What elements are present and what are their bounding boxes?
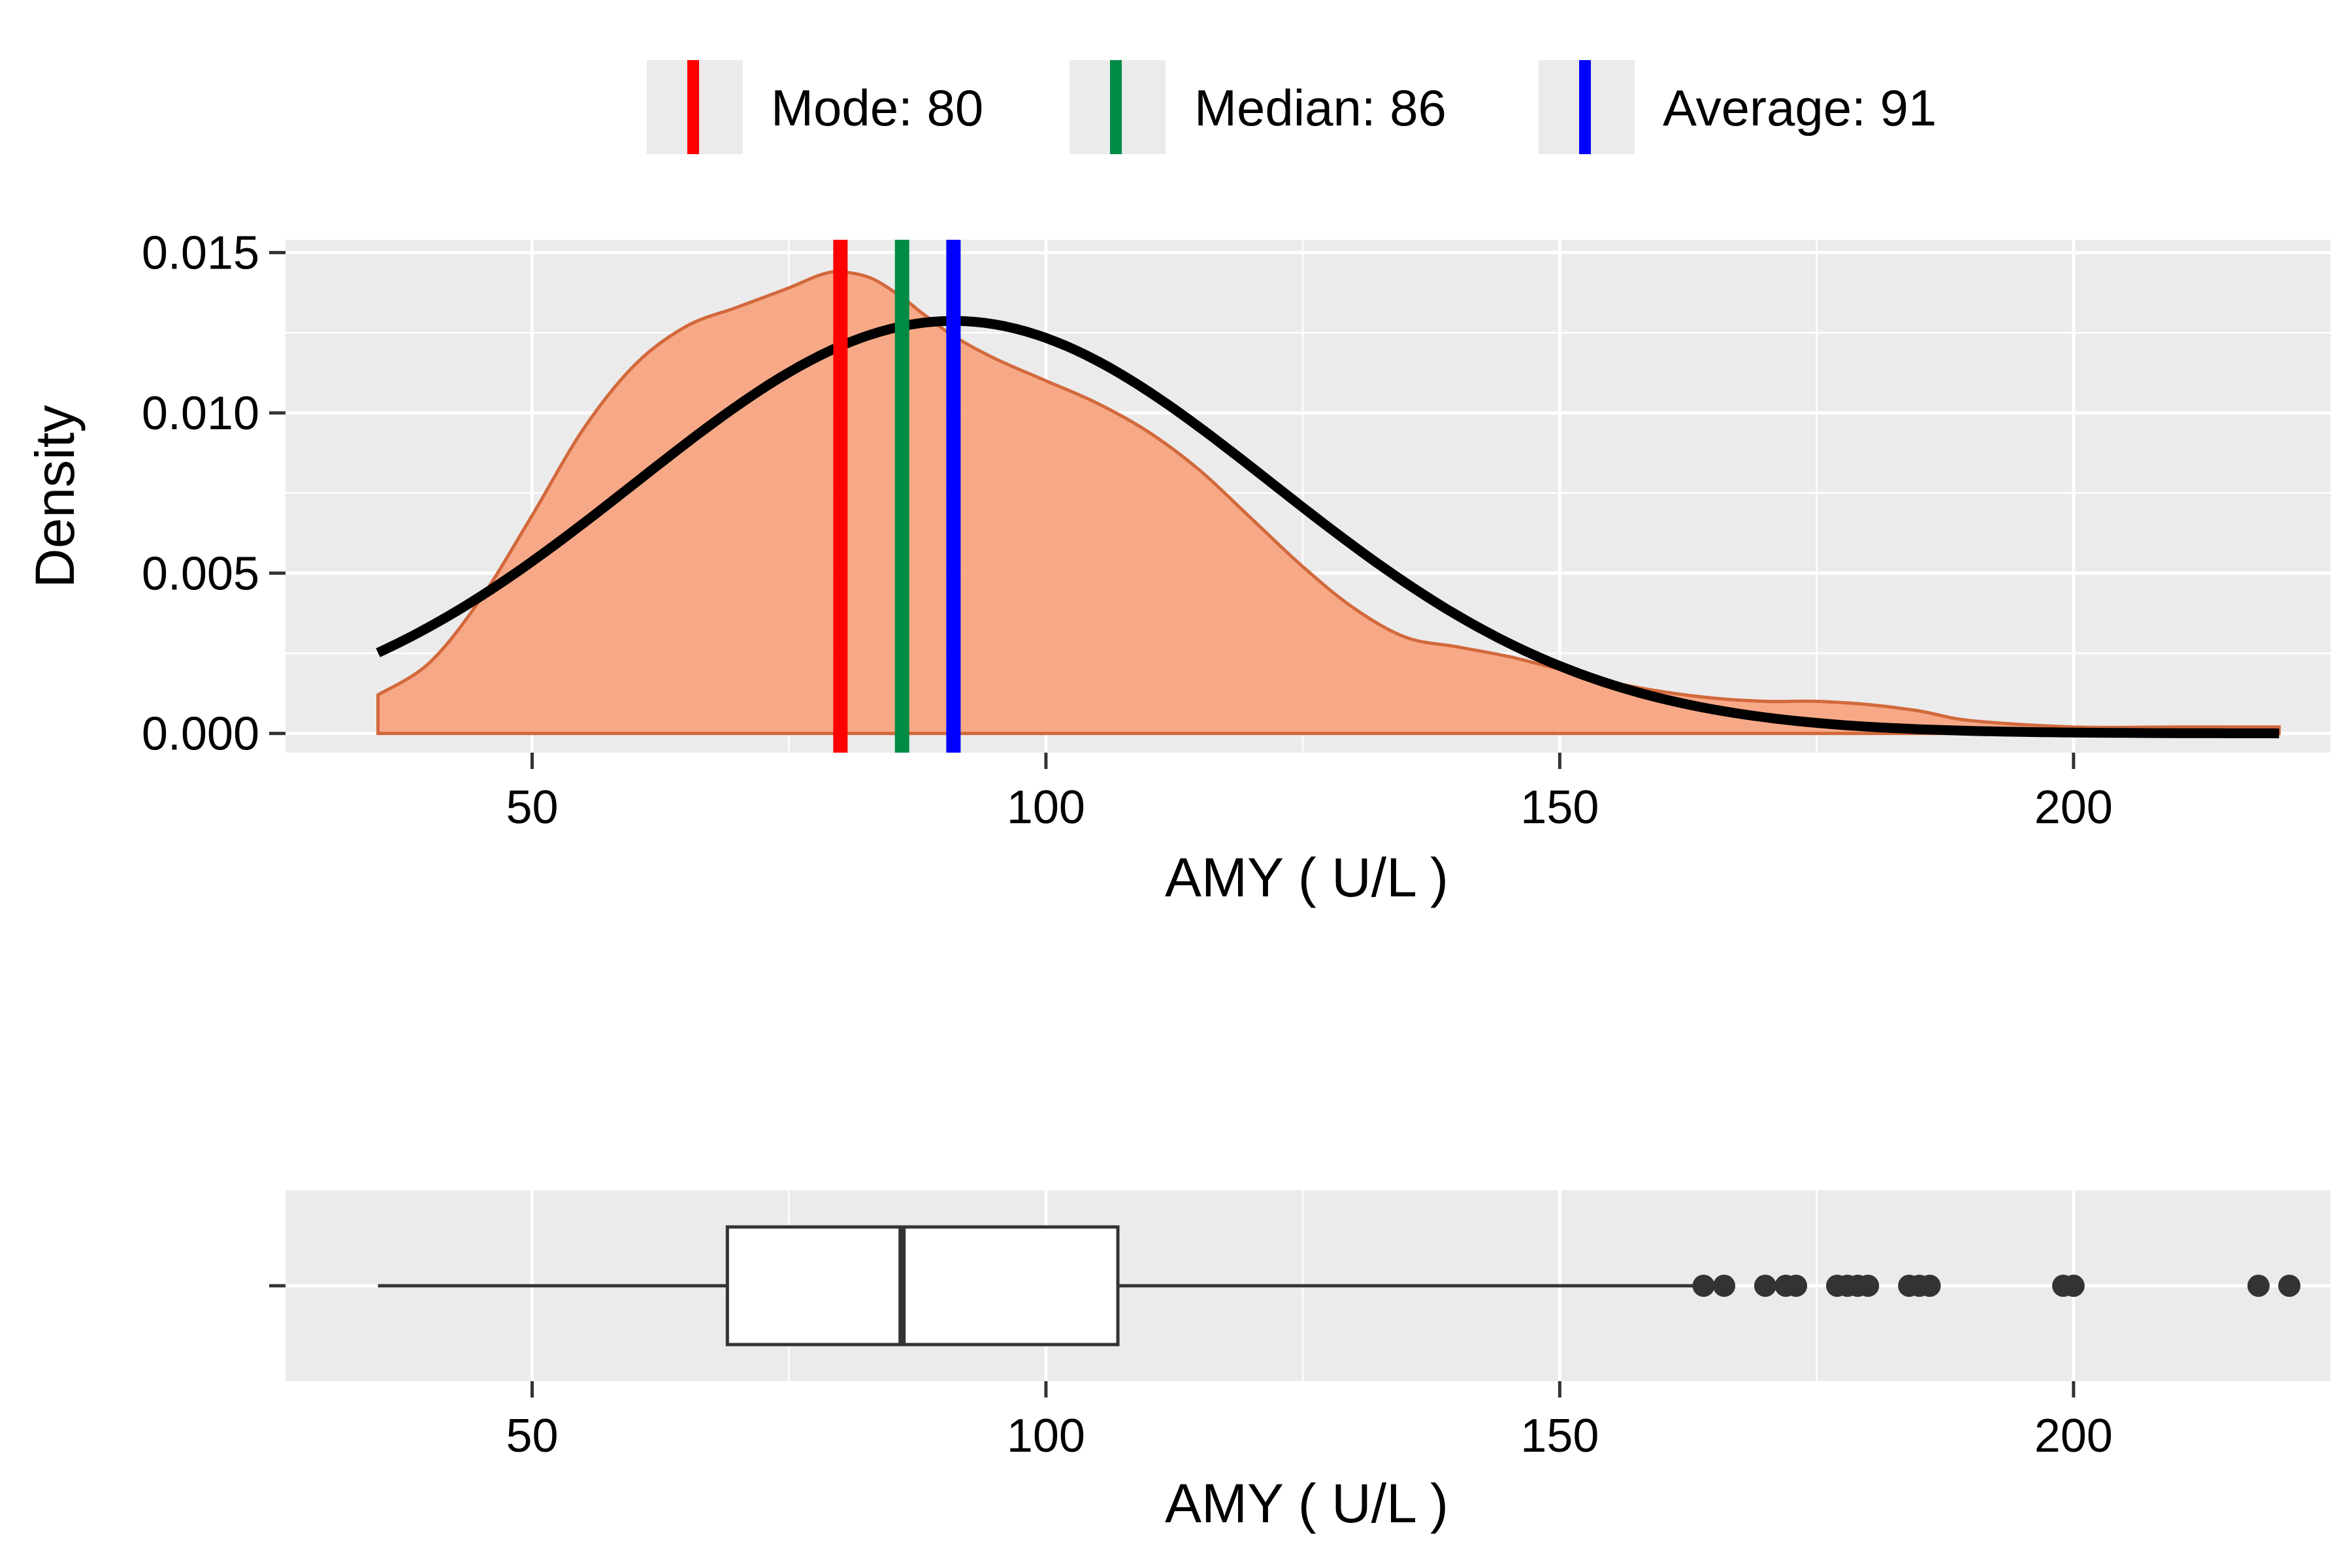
density-x-axis-title: AMY ( U/L ) — [1165, 847, 1448, 908]
legend-item-median: Median: 86 — [1070, 60, 1446, 154]
x-tick-label: 150 — [1520, 781, 1599, 834]
density-area — [376, 270, 2281, 736]
outlier-point — [1754, 1275, 1776, 1297]
density-y-axis-title: Density — [24, 405, 86, 588]
legend-swatch-mode — [687, 60, 699, 154]
boxplot-x-axis-title: AMY ( U/L ) — [1165, 1473, 1448, 1534]
legend-label-mode: Mode: 80 — [771, 79, 983, 137]
outlier-point — [1692, 1275, 1715, 1297]
x-tick-label: 100 — [1007, 781, 1085, 834]
outlier-point — [1713, 1275, 1736, 1297]
interquartile-box — [725, 1225, 1120, 1347]
statistic-lines — [833, 240, 961, 753]
x-tick-label: 200 — [2034, 781, 2113, 834]
legend-item-average: Average: 91 — [1539, 60, 1936, 154]
legend-swatch-median — [1110, 60, 1122, 154]
outlier-point — [1857, 1275, 1880, 1297]
y-tick-label: 0.015 — [142, 227, 259, 280]
density-y-axis: 0.000 0.005 0.010 0.015 — [142, 227, 286, 760]
boxplot-x-axis: 50 100 150 200 — [506, 1381, 2113, 1462]
outlier-point — [1785, 1275, 1808, 1297]
legend-label-average: Average: 91 — [1663, 79, 1936, 137]
density-panel: 0.000 0.005 0.010 0.015 50 100 150 200 AMY ( U… — [24, 227, 2330, 908]
legend-label-median: Median: 86 — [1194, 79, 1446, 137]
legend-item-mode: Mode: 80 — [647, 60, 983, 154]
boxplot-panel: 50 100 150 200 AMY ( U/L ) — [269, 1190, 2330, 1534]
legend: Mode: 80 Median: 86 Average: 91 — [647, 60, 1936, 154]
x-tick-label: 50 — [506, 1410, 558, 1462]
outlier-point — [1918, 1275, 1941, 1297]
x-tick-label: 200 — [2034, 1410, 2113, 1462]
x-tick-label: 100 — [1007, 1410, 1085, 1462]
y-tick-label: 0.005 — [142, 547, 259, 600]
y-tick-label: 0.010 — [142, 387, 259, 440]
x-tick-label: 150 — [1520, 1410, 1599, 1462]
legend-swatch-average — [1579, 60, 1591, 154]
boxplot — [378, 1225, 2301, 1347]
outlier-point — [2247, 1275, 2270, 1297]
x-tick-label: 50 — [506, 781, 558, 834]
outlier-point — [2278, 1275, 2301, 1297]
y-tick-label: 0.000 — [142, 708, 259, 760]
density-x-axis: 50 100 150 200 — [506, 753, 2113, 834]
outlier-point — [2062, 1275, 2085, 1297]
normal-curve-line — [376, 316, 2279, 738]
